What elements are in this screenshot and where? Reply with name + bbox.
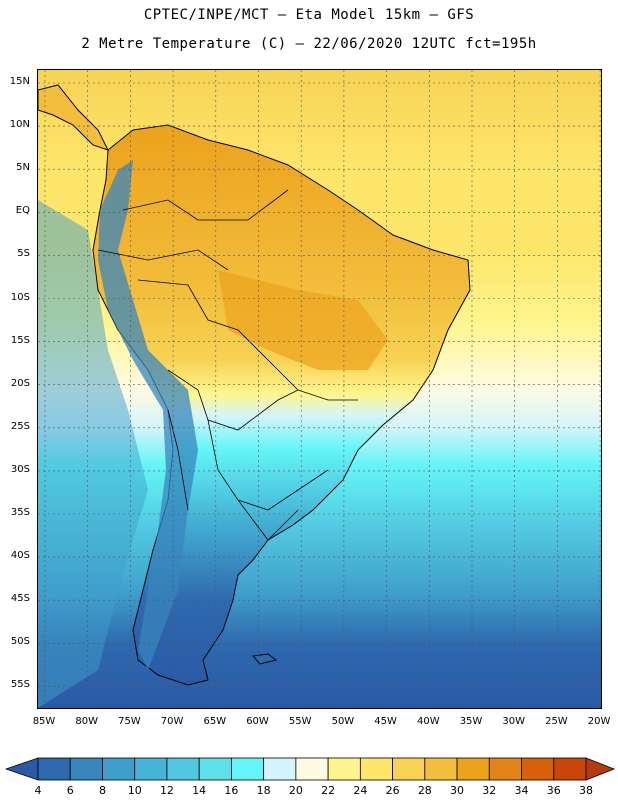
lat-label: 10S (10, 291, 30, 303)
temperature-map (37, 69, 602, 709)
colorbar-min-arrow (4, 757, 39, 781)
lat-label: 55S (10, 679, 30, 691)
lat-label: 45S (10, 593, 30, 605)
colorbar-label: 16 (224, 784, 239, 797)
country-borders (97, 189, 358, 541)
colorbar-label: 26 (385, 784, 400, 797)
colorbar-label: 38 (579, 784, 593, 797)
colorbar-label: 20 (288, 784, 303, 797)
lon-label: 45W (374, 716, 397, 727)
colorbar-label: 24 (353, 784, 368, 797)
lon-label: 80W (75, 716, 98, 727)
colorbar-label: 10 (127, 784, 142, 797)
colorbar-label: 8 (98, 784, 106, 797)
colorbar-swatch (488, 757, 522, 781)
lat-label: 10N (9, 119, 30, 131)
lon-label: 65W (203, 716, 227, 727)
colorbar-swatch (231, 757, 265, 781)
lat-label: 5N (16, 162, 30, 174)
lat-label: 25S (10, 420, 30, 432)
lon-label: 60W (246, 716, 269, 727)
graticule (38, 70, 601, 708)
colorbar-label: 28 (417, 784, 432, 797)
lon-label: 40W (416, 716, 440, 727)
central-america-landmass (38, 84, 109, 151)
colorbar-label: 32 (482, 784, 497, 797)
lon-label: 70W (160, 716, 184, 727)
lon-label: 35W (459, 716, 483, 727)
colorbar-label: 6 (66, 784, 74, 797)
colorbar-label: 34 (514, 784, 529, 797)
map-title-line2: 2 Metre Temperature (C) – 22/06/2020 12U… (81, 36, 537, 52)
pacific-cool-band (38, 200, 148, 708)
lat-label: 5S (17, 248, 30, 260)
colorbar-label: 22 (321, 784, 336, 797)
colorbar-swatch (456, 757, 490, 781)
colorbar-swatch (69, 757, 103, 781)
colorbar-label: 30 (450, 784, 465, 797)
colorbar-swatch (424, 757, 458, 781)
colorbar-swatch (327, 757, 361, 781)
colorbar-swatch (521, 757, 555, 781)
lat-label: 35S (10, 507, 30, 518)
colorbar-label: 4 (34, 784, 42, 797)
lon-label: 55W (288, 716, 312, 727)
colorbar-swatch (102, 757, 136, 781)
colorbar-swatch (263, 757, 297, 781)
colorbar-swatch (359, 757, 393, 781)
lat-label: 50S (10, 636, 30, 648)
colorbar-swatch (295, 757, 329, 781)
lat-label: 40S (10, 550, 30, 562)
lat-label: 20S (10, 377, 30, 389)
colorbar-swatch (553, 757, 587, 781)
lon-label: 85W (32, 716, 56, 727)
colorbar-label: 14 (192, 784, 207, 797)
lon-label: 50W (331, 716, 355, 727)
lon-label: 75W (118, 716, 141, 727)
andes-cold-strip (98, 160, 198, 670)
lon-label: 20W (587, 716, 611, 727)
lat-label: EQ (15, 205, 30, 217)
colorbar-label: 36 (546, 784, 561, 797)
lon-label: 25W (545, 716, 568, 727)
hot-interior-region (218, 270, 388, 370)
lat-label: 15S (10, 334, 30, 346)
lon-label: 30W (502, 716, 525, 727)
colorbar-swatch (166, 757, 200, 781)
color-scale (4, 757, 616, 781)
map-title-line1: CPTEC/INPE/MCT – Eta Model 15km – GFS (143, 7, 475, 23)
lat-label: 30S (10, 463, 30, 475)
lat-label: 15N (9, 76, 30, 87)
colorbar-max-arrow (585, 757, 616, 781)
colorbar-swatch (134, 757, 168, 781)
colorbar-label: 18 (256, 784, 271, 797)
colorbar-swatch (392, 757, 426, 781)
colorbar-swatch (198, 757, 232, 781)
map-canvas (38, 70, 601, 708)
colorbar-swatch (37, 757, 71, 781)
colorbar-label: 12 (159, 784, 174, 797)
